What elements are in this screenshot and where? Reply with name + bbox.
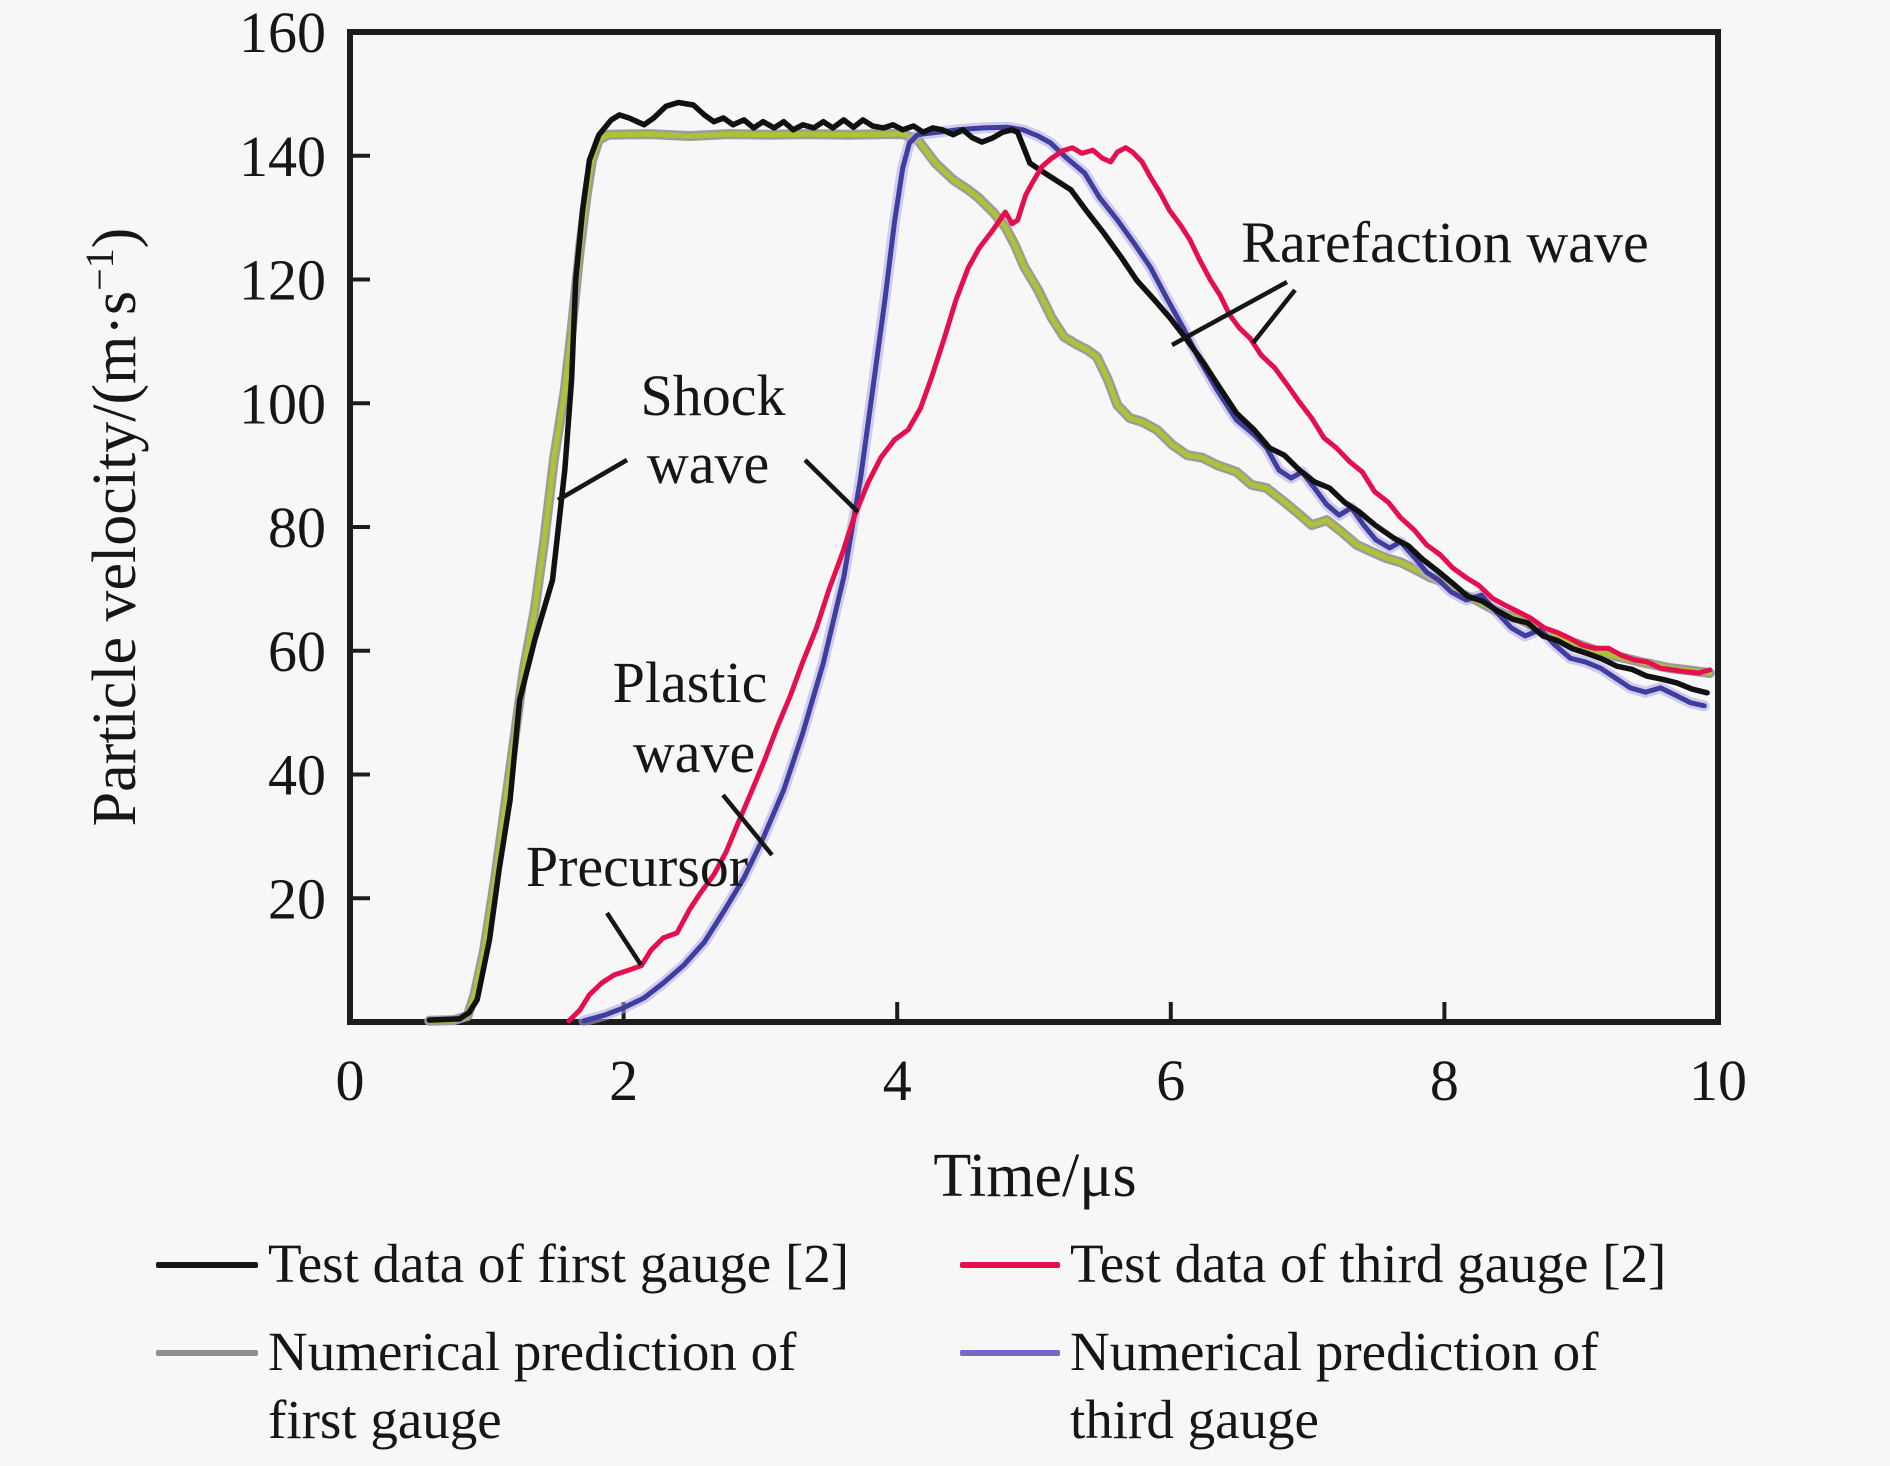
y-tick-label: 140 bbox=[239, 124, 326, 189]
annotation-plastic-wave-line1: Plastic bbox=[613, 650, 768, 715]
x-tick-label: 6 bbox=[1156, 1048, 1185, 1113]
x-tick-label: 2 bbox=[609, 1048, 638, 1113]
y-tick-label: 20 bbox=[268, 866, 326, 931]
x-axis-title: Time/μs bbox=[933, 1142, 1136, 1210]
shock-wave-leader-left bbox=[556, 458, 629, 502]
plastic-wave-leader bbox=[721, 793, 774, 857]
y-tick-label: 80 bbox=[268, 495, 326, 560]
curves bbox=[424, 99, 1715, 1027]
annotations-group: Shock wave Plastic wave Precursor Rarefa… bbox=[526, 210, 1649, 967]
legend-label-numerical-third-gauge: Numerical prediction of third gauge bbox=[1070, 1321, 1599, 1451]
y-tick-label: 40 bbox=[268, 743, 326, 808]
legend-swatch-test-first-gauge bbox=[156, 1262, 258, 1268]
y-axis-title: Particle velocity/(m·s−1) bbox=[77, 228, 149, 827]
x-tick-label: 10 bbox=[1689, 1048, 1747, 1113]
precursor-leader bbox=[605, 911, 643, 967]
rarefaction-wave-leader-right bbox=[1251, 288, 1297, 345]
legend-swatch-numerical-first-gauge bbox=[156, 1350, 258, 1356]
annotation-rarefaction-wave: Rarefaction wave bbox=[1241, 210, 1648, 275]
legend-label-numerical-first-gauge: Numerical prediction of first gauge bbox=[268, 1321, 797, 1451]
annotation-precursor: Precursor bbox=[526, 834, 748, 899]
legend-label-test-third-gauge: Test data of third gauge [2] bbox=[1070, 1233, 1667, 1294]
annotation-shock-wave-line1: Shock bbox=[641, 363, 786, 428]
x-tick-label: 8 bbox=[1430, 1048, 1459, 1113]
legend-swatch-numerical-third-gauge bbox=[960, 1350, 1060, 1356]
axis-tick-labels: 0 2 4 6 8 10 20 40 60 80 100 120 140 160 bbox=[239, 0, 1747, 1113]
curve-test-data-of-first-gauge-2 bbox=[426, 99, 1710, 1023]
x-tick-label: 0 bbox=[336, 1048, 365, 1113]
annotation-shock-wave-line2: wave bbox=[647, 431, 769, 496]
shock-wave-leader-right bbox=[803, 458, 860, 514]
x-tick-label: 4 bbox=[883, 1048, 912, 1113]
legend-label-test-first-gauge: Test data of first gauge [2] bbox=[268, 1233, 850, 1294]
annotation-plastic-wave-line2: wave bbox=[633, 720, 755, 785]
rarefaction-wave-leader-left bbox=[1170, 280, 1289, 347]
y-tick-label: 160 bbox=[239, 0, 326, 65]
legend-swatch-test-third-gauge bbox=[960, 1262, 1060, 1268]
y-tick-label: 120 bbox=[239, 248, 326, 313]
y-tick-label: 100 bbox=[239, 371, 326, 436]
y-tick-label: 60 bbox=[268, 619, 326, 684]
curve-test-data-of-third-gauge-2 bbox=[566, 145, 1713, 1024]
